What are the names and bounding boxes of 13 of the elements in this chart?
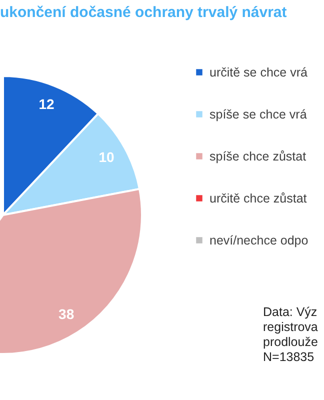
chart-title: ukončení dočasné ochrany trvalý návrat — [0, 4, 287, 21]
legend-label: určitě chce zůstat — [210, 191, 308, 206]
text: registrova — [263, 320, 318, 334]
text: Data: Výz — [263, 305, 318, 319]
data-label: 12 — [38, 96, 54, 112]
data-label: 38 — [58, 306, 74, 322]
legend-label: spíše se chce vrá — [210, 107, 307, 122]
text: prodlouže — [263, 335, 318, 349]
data-label: 10 — [98, 149, 115, 166]
text: N=13835 — [263, 350, 314, 364]
legend-label: určitě se chce vrá — [210, 65, 308, 80]
legend-label: spíše chce zůstat — [210, 149, 307, 164]
legend-label: neví/nechce odpo — [210, 233, 308, 248]
